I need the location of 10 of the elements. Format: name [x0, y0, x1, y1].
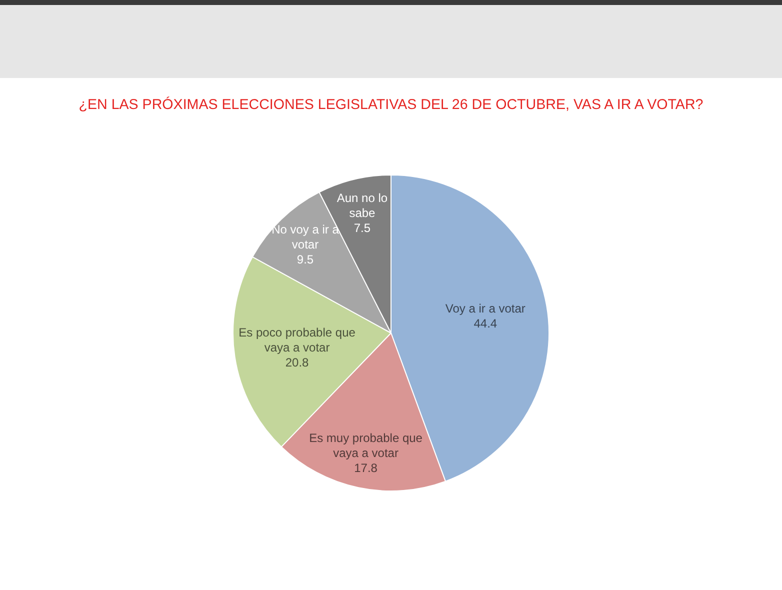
- data-label: 7.5: [354, 221, 371, 236]
- data-label: 9.5: [296, 252, 314, 266]
- slice-label: Voy a ir a votar: [445, 302, 526, 316]
- data-label: 17.8: [354, 460, 378, 475]
- slice-label: Es poco probable que vaya a votar: [238, 325, 356, 354]
- data-label: 44.4: [474, 316, 498, 331]
- slice-label: Aun no lo sabe: [336, 191, 388, 220]
- chart-title: ¿EN LAS PRÓXIMAS ELECCIONES LEGISLATIVAS DEL 26 DE OCTUBRE, VAS A IR A VOTAR?: [78, 96, 704, 113]
- slice-label: Es muy probable que vaya a votar: [309, 430, 423, 460]
- data-label: 20.8: [285, 355, 310, 370]
